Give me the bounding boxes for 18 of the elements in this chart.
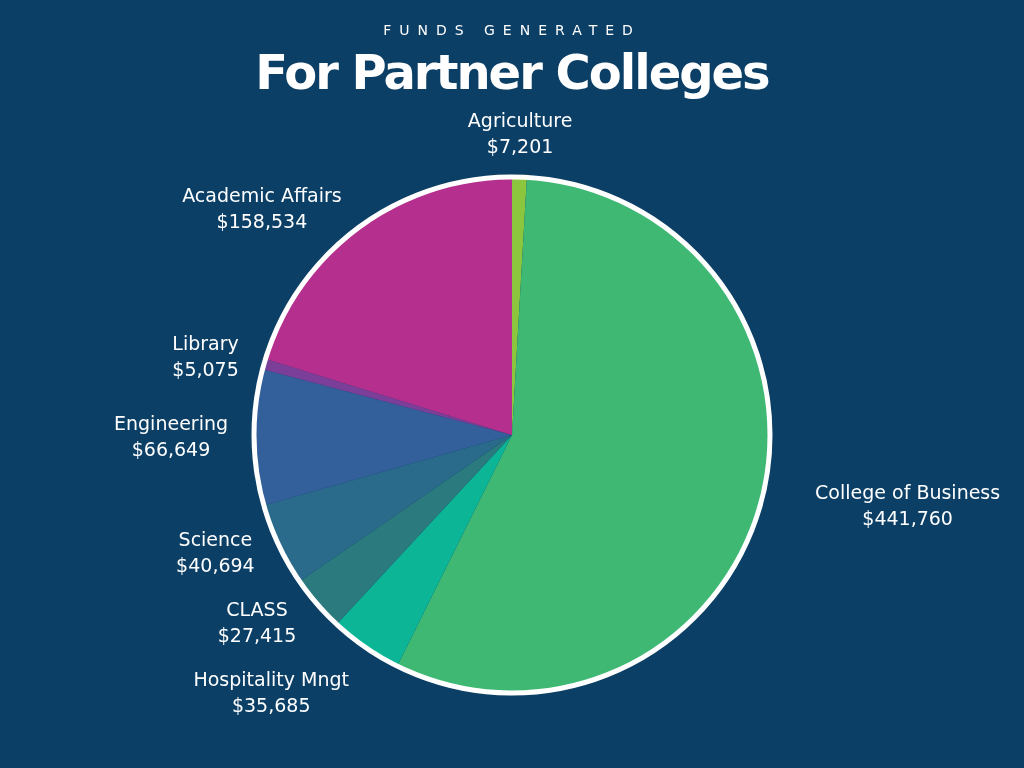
data-label: $5,075 (172, 358, 239, 381)
slice-label: Agriculture (467, 109, 573, 132)
data-label: $441,760 (862, 506, 953, 529)
slice-label: College of Business (815, 480, 1001, 503)
slice-label: Science (178, 528, 253, 551)
data-label: $66,649 (131, 437, 211, 460)
chart-title: For Partner Colleges (254, 44, 770, 100)
chart-subtitle: FUNDS GENERATED (382, 22, 642, 38)
slice-label: Hospitality Mngt (193, 668, 349, 691)
data-label: $27,415 (217, 624, 297, 647)
slice-label: Library (172, 332, 239, 355)
data-label: $7,201 (486, 135, 554, 158)
data-label: $40,694 (176, 554, 255, 577)
slice-label: Engineering (114, 411, 229, 434)
data-label: $35,685 (231, 694, 311, 717)
data-label: $158,534 (216, 209, 308, 232)
slice-label: CLASS (226, 598, 288, 621)
slice-label: Academic Affairs (182, 183, 342, 206)
